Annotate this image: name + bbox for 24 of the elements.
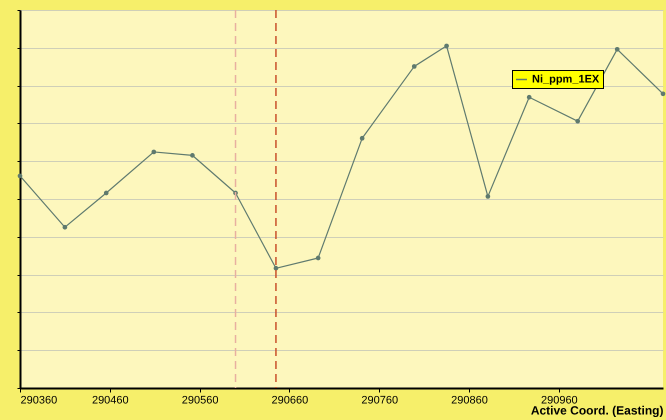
- x-tick-label: 290960: [540, 394, 578, 406]
- point: [526, 94, 532, 100]
- point: [660, 91, 666, 96]
- point: [274, 266, 278, 271]
- point: [486, 194, 490, 199]
- point: [104, 190, 109, 196]
- x-tick-label: 290360: [20, 394, 58, 406]
- point: [412, 64, 417, 69]
- legend-label: Ni_ppm_1EX: [532, 74, 600, 86]
- point: [62, 224, 68, 230]
- x-tick-label: 290560: [182, 394, 218, 406]
- x-tick-label: 290760: [361, 394, 398, 406]
- point: [614, 47, 620, 52]
- x-tick-label: 290660: [272, 394, 308, 406]
- x-tick-label: 290460: [92, 394, 129, 406]
- point: [444, 44, 449, 48]
- point: [18, 174, 22, 178]
- x-tick-label: 290860: [451, 394, 488, 406]
- point: [360, 136, 364, 141]
- point: [190, 153, 195, 158]
- point: [151, 150, 156, 154]
- point: [575, 118, 580, 124]
- x-axis-title: Active Coord. (Easting): [530, 404, 664, 418]
- point: [316, 256, 320, 260]
